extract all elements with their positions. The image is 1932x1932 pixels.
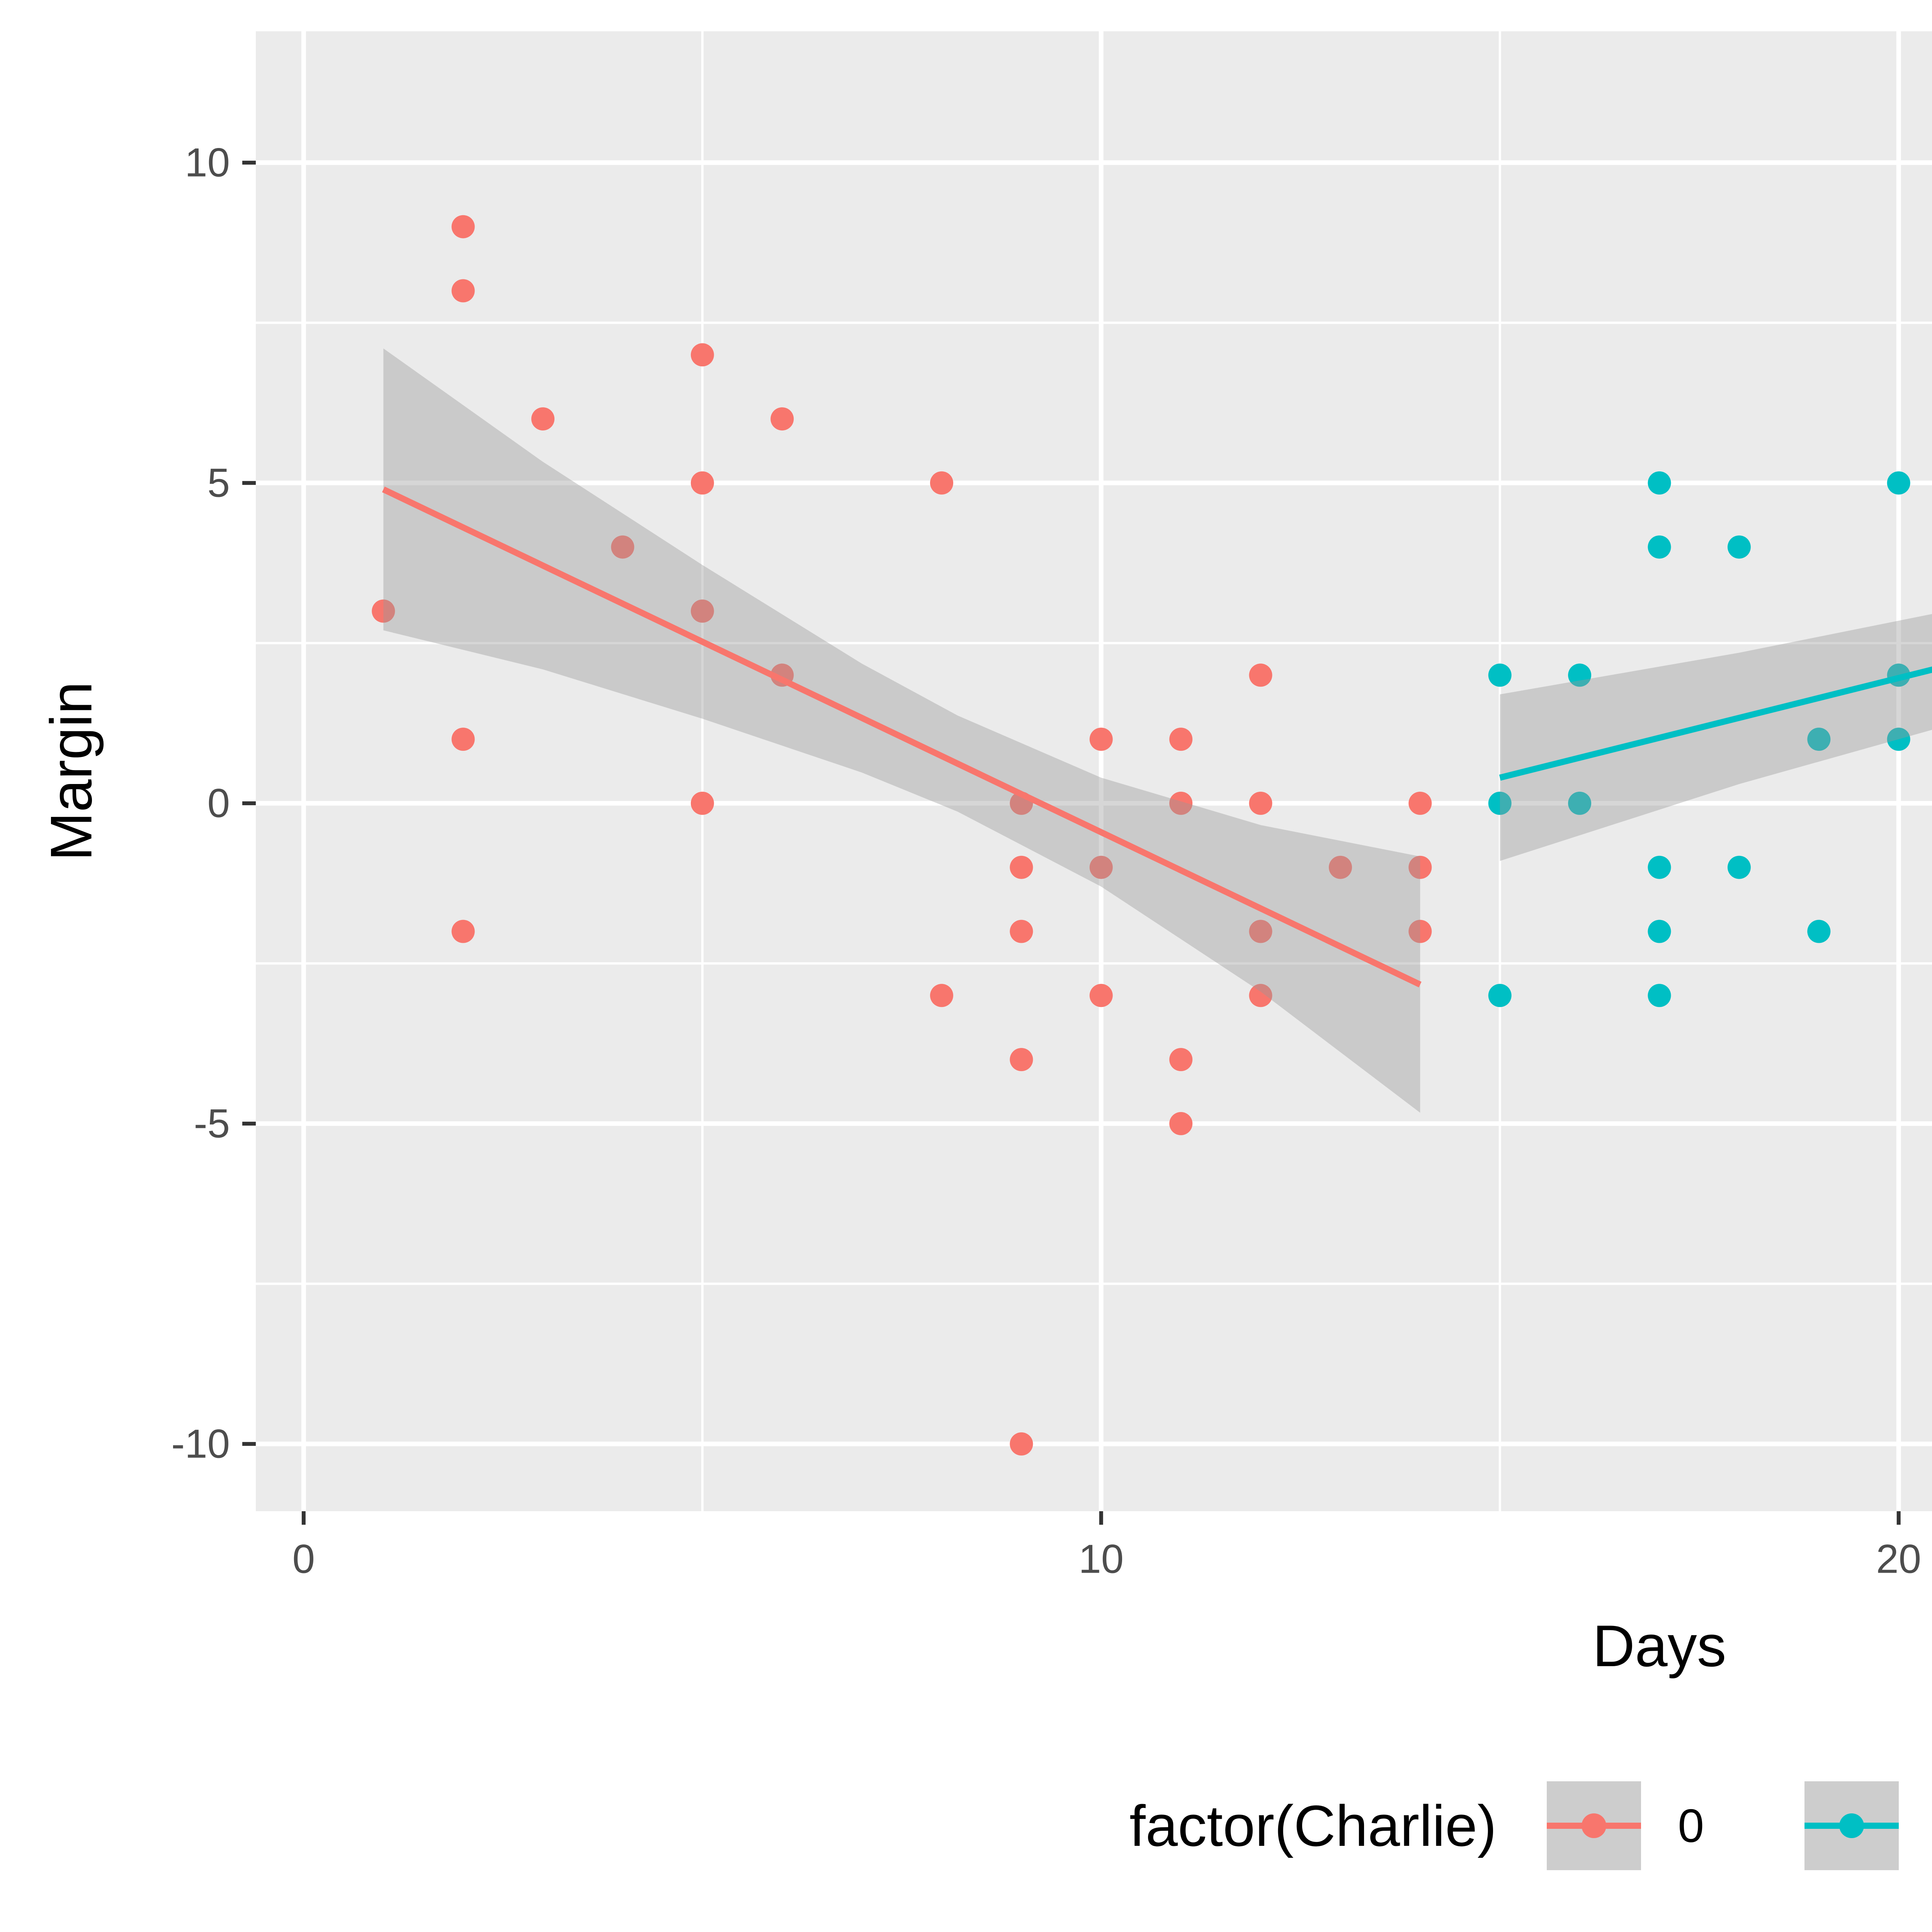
- y-tick-label: 10: [185, 140, 230, 185]
- x-axis-title: Days: [1592, 1613, 1726, 1679]
- data-point: [1089, 728, 1113, 751]
- data-point: [1169, 728, 1193, 751]
- legend: factor(Charlie) 0 1: [0, 1776, 1932, 1876]
- data-point: [1568, 663, 1592, 687]
- confidence-band-series-0: [383, 348, 1420, 1113]
- data-point: [451, 279, 475, 303]
- data-point: [930, 471, 953, 495]
- confidence-band-series-1: [1500, 614, 1932, 861]
- y-axis-ticks: [242, 160, 256, 1446]
- y-tick-label: 5: [207, 460, 230, 505]
- panel-background: [256, 31, 1932, 1511]
- data-point: [1249, 791, 1272, 815]
- data-point: [531, 407, 555, 431]
- y-tick-label: -10: [171, 1421, 230, 1466]
- regression-line-series-1: [1499, 666, 1932, 781]
- data-point: [1010, 1048, 1033, 1071]
- data-point: [1408, 855, 1432, 879]
- data-point: [1010, 1432, 1033, 1456]
- data-point: [1010, 920, 1033, 943]
- data-point: [770, 407, 794, 431]
- data-point: [1648, 855, 1671, 879]
- data-point: [451, 728, 475, 751]
- legend-item-0-label: 0: [1678, 1799, 1704, 1852]
- data-point: [1249, 984, 1272, 1007]
- data-point: [690, 343, 714, 367]
- data-point: [1408, 920, 1432, 943]
- data-point: [1648, 920, 1671, 943]
- x-tick-label: 10: [1078, 1537, 1124, 1582]
- data-point: [1648, 984, 1671, 1007]
- data-point: [1089, 855, 1113, 879]
- data-point: [1328, 855, 1352, 879]
- data-point: [1169, 1048, 1193, 1071]
- legend-item-1: 1: [1804, 1781, 1932, 1870]
- data-point: [1010, 855, 1033, 879]
- data-point: [1807, 920, 1831, 943]
- data-point: [1488, 984, 1512, 1007]
- data-point: [1648, 535, 1671, 559]
- data-point: [1807, 728, 1831, 751]
- data-point: [611, 535, 634, 559]
- regression-line-series-0: [382, 486, 1422, 988]
- legend-item-0: 0: [1547, 1781, 1704, 1870]
- data-point: [1568, 791, 1592, 815]
- data-point: [1887, 471, 1910, 495]
- data-point: [1169, 1112, 1193, 1135]
- x-axis-tick-labels: 0102030: [293, 1537, 1921, 1582]
- legend-key-1-point-glyph: [1839, 1813, 1864, 1838]
- data-point: [372, 599, 395, 623]
- data-point: [930, 984, 953, 1007]
- data-point: [1727, 855, 1751, 879]
- legend-key-0-point-glyph: [1582, 1813, 1607, 1838]
- data-point: [1488, 791, 1512, 815]
- y-axis-title: Margin: [38, 681, 104, 861]
- data-point: [690, 599, 714, 623]
- y-tick-label: -5: [194, 1101, 230, 1146]
- data-point: [451, 215, 475, 238]
- data-point: [1089, 984, 1113, 1007]
- data-point: [1727, 535, 1751, 559]
- points-series-1: [1488, 471, 1910, 1007]
- x-axis-ticks: [301, 1511, 1901, 1525]
- data-point: [1169, 791, 1193, 815]
- legend-key-0: [1547, 1781, 1641, 1870]
- grid-minor: [256, 31, 1932, 1511]
- points-series-0: [372, 215, 1432, 1456]
- x-tick-label: 0: [293, 1537, 315, 1582]
- data-point: [1648, 471, 1671, 495]
- data-point: [1887, 728, 1910, 751]
- data-point: [690, 791, 714, 815]
- data-point: [1249, 920, 1272, 943]
- x-tick-label: 20: [1876, 1537, 1921, 1582]
- y-tick-label: 0: [207, 781, 230, 826]
- legend-key-1: [1804, 1781, 1899, 1870]
- data-point: [1408, 791, 1432, 815]
- legend-title: factor(Charlie): [1129, 1793, 1497, 1858]
- data-point: [1249, 663, 1272, 687]
- data-point: [1488, 663, 1512, 687]
- data-point: [690, 471, 714, 495]
- y-axis-tick-labels: -10 -5 0 5 10: [171, 140, 230, 1466]
- data-point: [451, 920, 475, 943]
